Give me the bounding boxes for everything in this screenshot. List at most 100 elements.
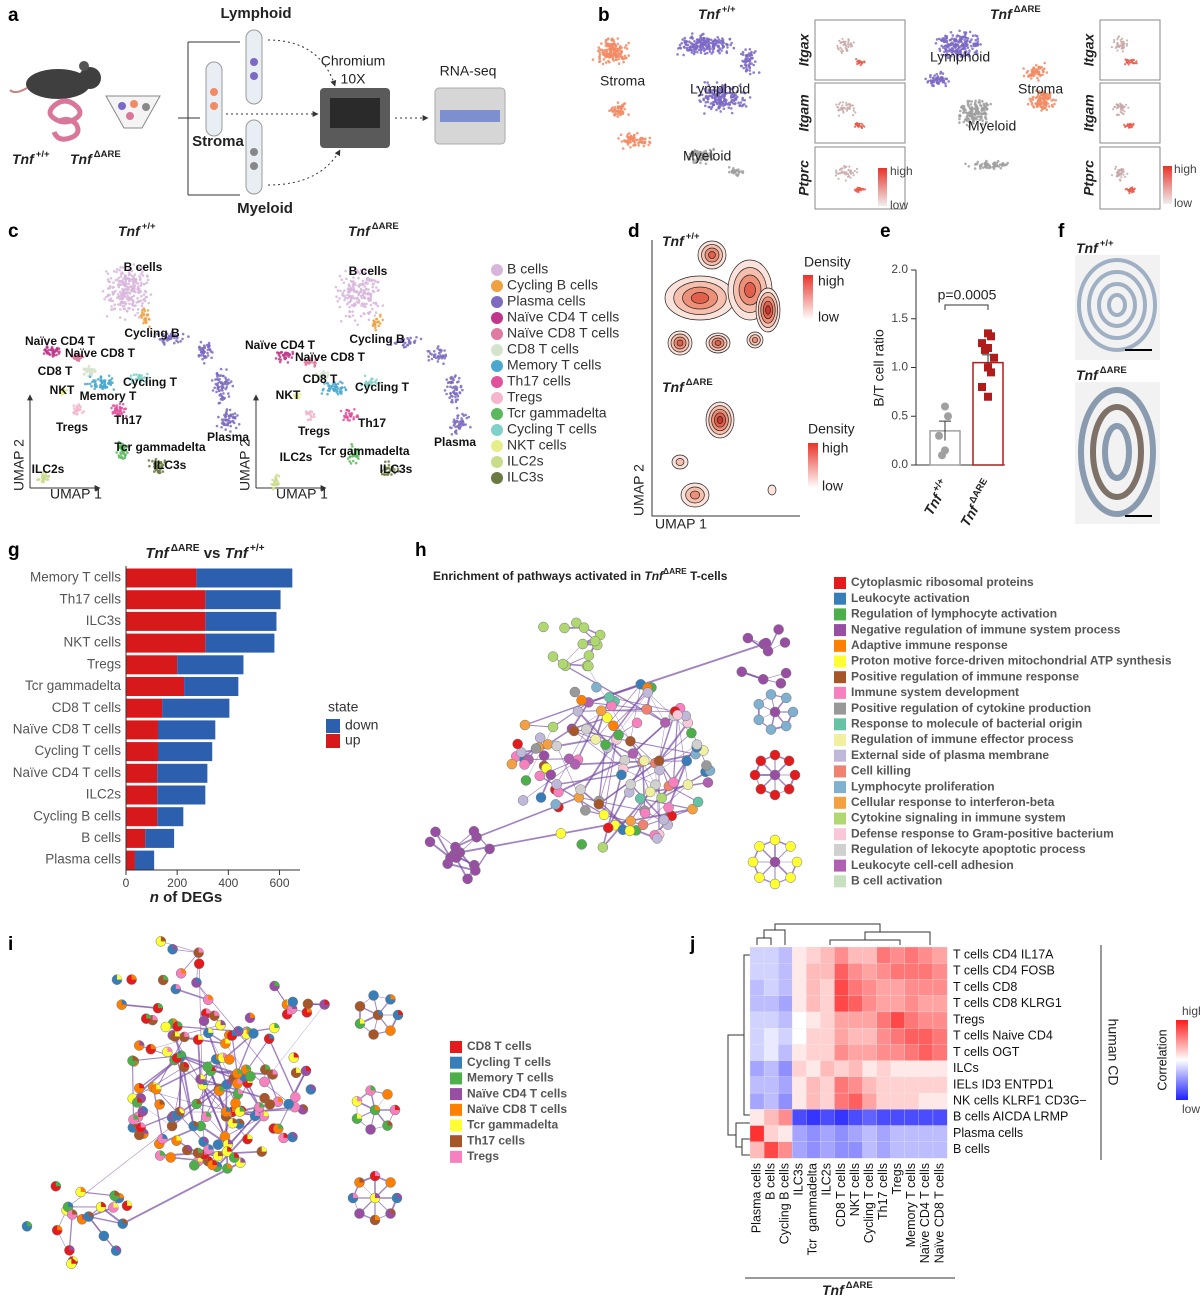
node-slice [197, 1147, 203, 1153]
cell-point [722, 85, 725, 88]
cell-point [224, 411, 228, 415]
cell-point [972, 42, 975, 45]
cell-point [1028, 97, 1032, 101]
heatmap-cell [862, 1060, 878, 1078]
cell-point [283, 357, 287, 361]
cell-point [745, 66, 748, 69]
network-node [538, 750, 550, 762]
cell-point [984, 115, 987, 119]
cell-point [701, 44, 705, 47]
column-dendrogram [756, 923, 931, 945]
cell-point [696, 85, 699, 89]
cluster-label: Cycling B [124, 326, 180, 340]
expression-point [834, 174, 838, 177]
cell-point [716, 87, 720, 91]
cell-point [974, 44, 977, 48]
cell-point [967, 55, 971, 58]
cell-point [713, 95, 716, 99]
cell-point [277, 353, 281, 357]
cell-point [454, 374, 457, 377]
cell-point [351, 310, 355, 313]
cell-point [234, 415, 237, 419]
cell-point [136, 285, 140, 289]
cell-point [705, 152, 708, 155]
tissue [1087, 270, 1147, 340]
gene-panels [814, 19, 1161, 210]
cell-point [356, 323, 359, 327]
network-node [613, 729, 624, 741]
heatmap-cell [890, 1092, 906, 1110]
scale-label: low [1174, 196, 1192, 210]
cell-point [688, 48, 691, 52]
cell [142, 103, 150, 111]
cell-point [720, 86, 724, 90]
cell-point [648, 141, 652, 145]
heatmap-cell [848, 1109, 864, 1126]
cell-point [941, 72, 945, 75]
cell-point [369, 296, 373, 300]
cluster-label: Th17 [358, 416, 386, 430]
cell-point [598, 60, 602, 63]
expression-point [853, 169, 856, 173]
cell-point [966, 117, 970, 120]
cell-point [1032, 105, 1035, 108]
cell-point [967, 51, 971, 55]
cell-point [973, 107, 976, 110]
x-tick-label: 0 [123, 876, 130, 890]
cell-point [125, 282, 128, 286]
cell [126, 112, 134, 120]
cell-point [707, 84, 711, 87]
cell-point [437, 345, 440, 348]
cell-point [445, 378, 449, 381]
cell-point [344, 314, 348, 318]
cell-point [127, 277, 130, 281]
y-tick-label: Tregs [87, 656, 121, 671]
cell-point [200, 350, 203, 354]
cell-point [57, 352, 61, 355]
legend-label: Regulation of immune effector process [851, 732, 1074, 746]
cell-point [984, 162, 987, 165]
cell-point [720, 49, 723, 52]
heatmap-cell [806, 1125, 821, 1143]
cell-point [968, 30, 972, 34]
tissue [1102, 423, 1132, 481]
cell-point [131, 287, 134, 291]
cluster-label: Stroma [1018, 81, 1063, 97]
expression-point [1126, 39, 1129, 42]
cell-point [358, 283, 362, 287]
heatmap-cell [834, 1076, 849, 1094]
heatmap-cell [932, 995, 948, 1013]
cell-point [439, 354, 442, 357]
cell-point [1037, 101, 1041, 104]
cell-point [136, 267, 139, 271]
network-edge [630, 684, 642, 742]
expression-point [1127, 106, 1130, 109]
cell-point [343, 386, 347, 389]
mouse-head [79, 67, 101, 89]
y-tick-label: Th17 cells [59, 591, 121, 606]
superscript: ΔARE [372, 221, 399, 232]
legend-marker [491, 280, 503, 292]
cluster-label: Tcr gammadelta [318, 444, 409, 458]
cell-point [353, 281, 357, 285]
cell-point [621, 103, 624, 107]
bar [157, 720, 216, 740]
cell-point [290, 356, 294, 359]
cell-point [712, 40, 715, 43]
cell-point [1042, 98, 1046, 102]
legend-marker [491, 456, 503, 468]
cell-point [931, 80, 935, 83]
cell-point [237, 423, 241, 426]
cell-point [226, 423, 229, 426]
cell-point [228, 408, 232, 412]
cell-point [1052, 98, 1055, 101]
heatmap-cell [848, 1044, 864, 1062]
cell-point [348, 306, 351, 309]
panel-frame [814, 19, 906, 81]
cell-point [641, 141, 644, 145]
cell-point [962, 46, 965, 50]
cell-point [613, 105, 617, 109]
cell [250, 72, 258, 80]
y-tick-label: ILC2s [86, 787, 122, 802]
cell-point [372, 301, 375, 305]
